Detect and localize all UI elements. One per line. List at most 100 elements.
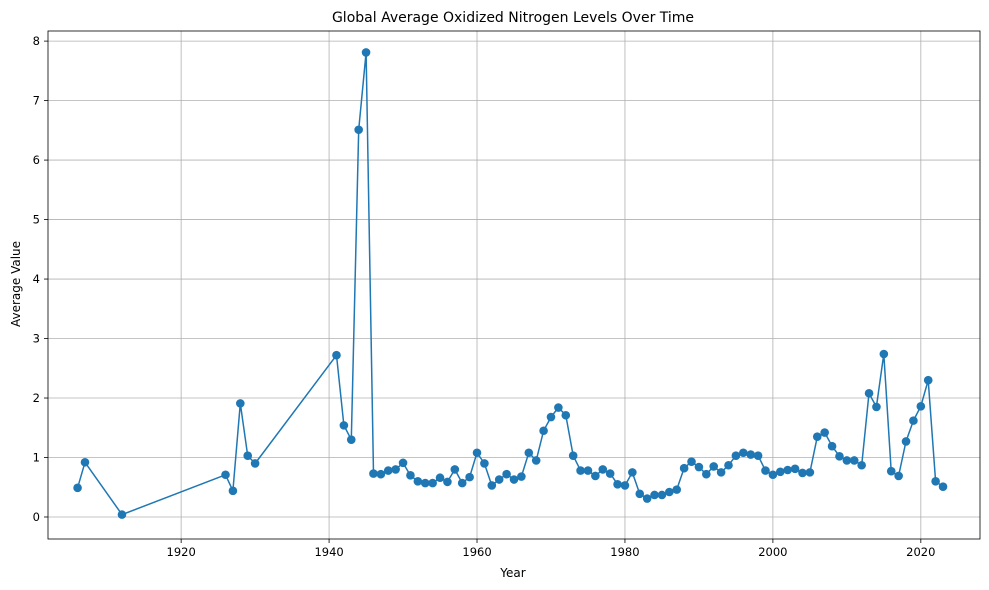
data-point — [583, 466, 593, 475]
data-point — [591, 471, 600, 481]
data-point — [339, 421, 349, 430]
y-tick-label: 5 — [33, 213, 40, 227]
data-point — [761, 466, 770, 475]
data-point — [687, 457, 696, 466]
data-point — [443, 477, 452, 487]
data-point — [502, 469, 511, 479]
grid — [48, 31, 980, 539]
data-point — [391, 465, 400, 474]
data-point — [332, 350, 341, 360]
series-layer — [73, 48, 948, 519]
data-point — [243, 451, 253, 461]
data-point — [724, 460, 733, 470]
data-point — [517, 472, 526, 481]
data-point — [716, 468, 726, 477]
data-point — [406, 471, 415, 480]
y-tick-label: 1 — [33, 451, 40, 465]
data-point — [901, 437, 911, 446]
y-axis: 0 1 2 3 4 5 6 7 8 — [33, 34, 48, 524]
data-point — [413, 476, 423, 486]
data-point — [531, 456, 541, 465]
data-point — [879, 349, 889, 359]
data-point — [554, 403, 563, 412]
data-point — [568, 451, 578, 461]
data-point — [487, 481, 497, 490]
data-point — [864, 388, 874, 398]
data-point — [746, 450, 755, 459]
data-point — [465, 472, 474, 482]
y-tick-label: 6 — [33, 153, 40, 167]
data-point — [857, 460, 866, 470]
data-point — [628, 468, 637, 477]
data-point — [635, 489, 645, 499]
data-point — [117, 510, 127, 519]
data-point — [228, 486, 238, 496]
y-tick-label: 4 — [33, 272, 40, 286]
data-point — [923, 375, 933, 385]
data-point — [420, 478, 430, 488]
plot-area — [47, 30, 981, 540]
x-tick-label: 1960 — [462, 545, 491, 559]
data-point — [509, 475, 519, 484]
y-tick-label: 0 — [33, 510, 40, 524]
data-point — [620, 481, 630, 490]
data-point — [931, 476, 940, 486]
data-point — [886, 466, 896, 476]
data-point — [383, 466, 393, 475]
data-point — [938, 482, 948, 491]
data-point — [650, 490, 659, 500]
data-point — [80, 457, 90, 467]
data-point — [694, 462, 704, 472]
data-point — [768, 470, 778, 480]
data-point — [820, 428, 829, 437]
data-point — [849, 456, 859, 465]
data-point — [428, 478, 437, 488]
data-point — [354, 125, 363, 135]
y-axis-label: Average Value — [9, 241, 23, 327]
data-point — [398, 458, 408, 468]
data-point — [642, 494, 652, 503]
data-point — [909, 416, 918, 425]
y-tick-label: 2 — [33, 391, 40, 405]
data-point — [916, 402, 926, 411]
data-point — [672, 485, 682, 494]
data-point — [539, 426, 548, 436]
data-point — [842, 456, 852, 465]
data-point — [546, 412, 556, 422]
data-point — [480, 459, 489, 468]
data-point — [561, 410, 571, 420]
x-tick-label: 1940 — [314, 545, 343, 559]
data-point — [790, 464, 800, 474]
data-point — [665, 487, 674, 497]
x-axis-label: Year — [499, 566, 525, 580]
x-axis: 1920 1940 1960 1980 2000 2020 — [167, 539, 935, 559]
data-point — [221, 470, 230, 480]
data-point — [73, 483, 82, 493]
data-point — [702, 469, 711, 479]
data-point — [872, 402, 881, 412]
data-point — [679, 463, 689, 473]
data-point — [435, 473, 445, 483]
x-tick-label: 1980 — [610, 545, 639, 559]
data-point — [376, 469, 386, 479]
data-point — [798, 468, 807, 478]
data-point — [835, 452, 844, 461]
data-point — [472, 448, 482, 458]
data-point — [827, 441, 837, 451]
data-point — [775, 467, 785, 477]
data-point — [361, 48, 371, 57]
data-point — [369, 469, 378, 478]
data-point — [605, 469, 615, 478]
y-tick-label: 3 — [33, 332, 40, 346]
data-point — [783, 465, 792, 475]
data-point — [598, 465, 608, 474]
data-point — [524, 448, 534, 458]
data-point — [739, 448, 748, 458]
data-point — [494, 475, 504, 484]
data-point — [457, 478, 467, 488]
y-tick-label: 7 — [33, 94, 40, 108]
data-point — [450, 465, 460, 474]
data-point — [812, 432, 822, 441]
data-point — [731, 451, 741, 461]
